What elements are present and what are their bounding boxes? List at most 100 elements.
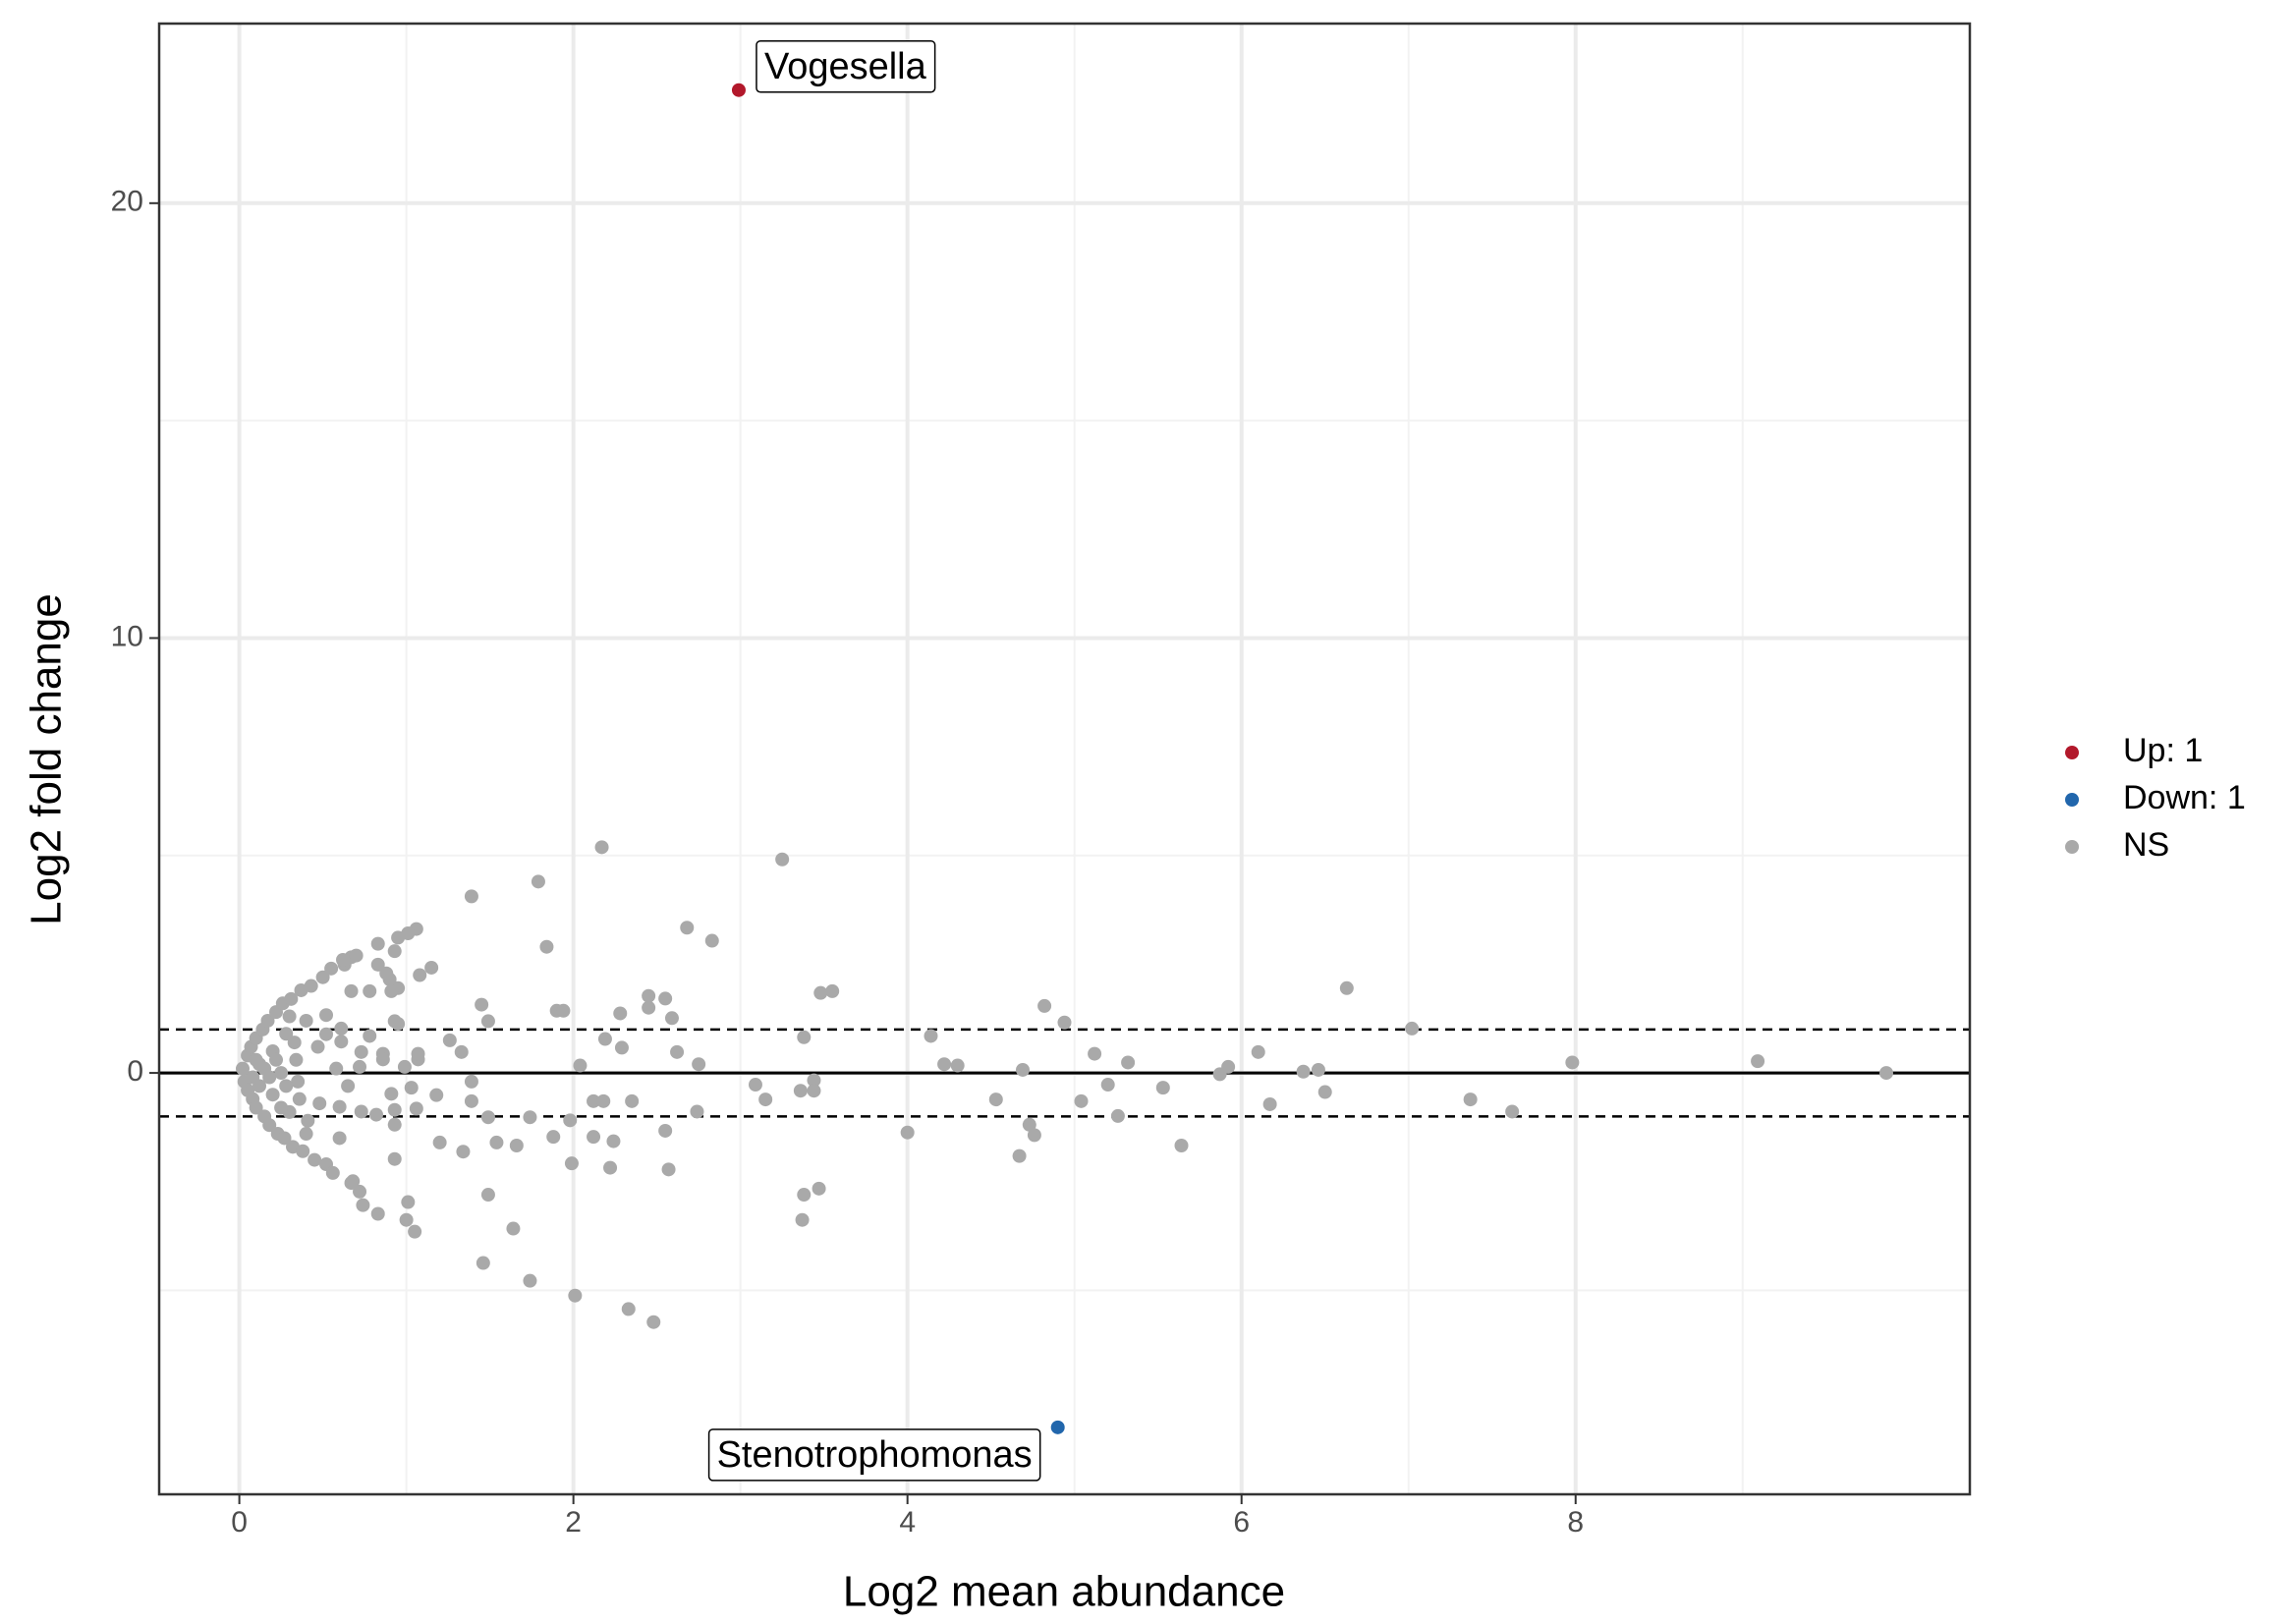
point	[379, 966, 394, 980]
point	[573, 1058, 588, 1073]
legend-label: NS	[2123, 826, 2169, 864]
point	[1121, 1055, 1136, 1070]
point	[1074, 1093, 1089, 1108]
point	[563, 1113, 578, 1128]
legend-label: Down: 1	[2123, 779, 2246, 816]
point	[621, 1302, 636, 1316]
point	[807, 1073, 821, 1088]
point-label: Stenotrophomonas	[717, 1434, 1033, 1476]
point	[265, 1088, 280, 1102]
point	[274, 1100, 289, 1115]
point	[370, 1206, 385, 1221]
point	[262, 1118, 277, 1133]
point	[354, 1044, 368, 1059]
point	[658, 991, 673, 1006]
point	[304, 979, 318, 993]
panel-border	[157, 22, 1972, 1496]
point-label: Vogesella	[764, 46, 927, 87]
point	[1405, 1021, 1420, 1036]
point	[642, 1000, 656, 1015]
point	[506, 1221, 521, 1236]
point	[1565, 1055, 1580, 1070]
point	[424, 960, 439, 975]
point	[292, 1092, 307, 1106]
point	[312, 1096, 327, 1111]
point	[464, 1093, 478, 1108]
point	[1155, 1081, 1170, 1095]
point	[299, 1013, 313, 1028]
point	[523, 1110, 537, 1125]
point	[587, 1130, 601, 1145]
point	[432, 1135, 447, 1149]
point	[246, 1070, 260, 1085]
point	[475, 997, 489, 1012]
y-tick-label: 0	[127, 1055, 143, 1088]
point	[346, 1174, 361, 1189]
point	[603, 1160, 618, 1175]
point	[1012, 1148, 1027, 1163]
point	[456, 1145, 471, 1159]
point	[614, 1040, 629, 1055]
point	[387, 1117, 402, 1132]
point	[375, 1052, 390, 1067]
point	[397, 1059, 412, 1074]
point	[937, 1057, 952, 1072]
point	[489, 1135, 504, 1149]
point	[260, 1013, 275, 1028]
point	[404, 1081, 419, 1095]
point	[546, 1130, 561, 1145]
point	[1262, 1096, 1277, 1111]
point	[354, 1104, 368, 1119]
point	[680, 921, 695, 935]
point	[1027, 1128, 1041, 1143]
point	[274, 1066, 289, 1081]
point	[795, 1212, 810, 1227]
point	[1100, 1078, 1115, 1092]
point	[564, 1156, 579, 1171]
x-tick-label: 8	[1567, 1506, 1584, 1539]
point	[1037, 998, 1052, 1013]
point	[319, 1008, 334, 1023]
point	[664, 1011, 679, 1026]
point	[399, 1212, 414, 1227]
point	[1110, 1108, 1125, 1123]
point	[1317, 1085, 1332, 1099]
point	[308, 1152, 322, 1167]
point	[613, 1006, 628, 1021]
point	[988, 1092, 1003, 1107]
point	[531, 874, 545, 889]
point	[1878, 1066, 1893, 1081]
legend-marker	[2065, 840, 2079, 854]
point	[325, 1165, 340, 1180]
point	[279, 1027, 294, 1041]
point	[1221, 1059, 1236, 1074]
point	[387, 1014, 402, 1029]
legend-marker	[2065, 793, 2079, 807]
point	[384, 1087, 399, 1101]
point	[249, 1100, 263, 1115]
point	[341, 1079, 356, 1093]
point	[1022, 1117, 1036, 1132]
point	[279, 1079, 294, 1093]
point	[1050, 1420, 1065, 1434]
point	[384, 983, 399, 998]
point	[1088, 1046, 1102, 1061]
point	[464, 889, 478, 904]
point	[370, 936, 385, 951]
point	[299, 1127, 313, 1142]
x-tick-label: 0	[231, 1506, 248, 1539]
y-tick-label: 20	[111, 186, 143, 218]
point	[408, 1224, 422, 1239]
point	[369, 1107, 384, 1122]
point	[301, 1113, 315, 1128]
point	[807, 1084, 821, 1098]
point	[523, 1273, 537, 1288]
point	[332, 1099, 347, 1114]
point	[568, 1288, 583, 1303]
point	[411, 1046, 425, 1061]
point	[442, 1033, 457, 1047]
label-box	[756, 39, 936, 93]
point	[277, 1131, 292, 1146]
